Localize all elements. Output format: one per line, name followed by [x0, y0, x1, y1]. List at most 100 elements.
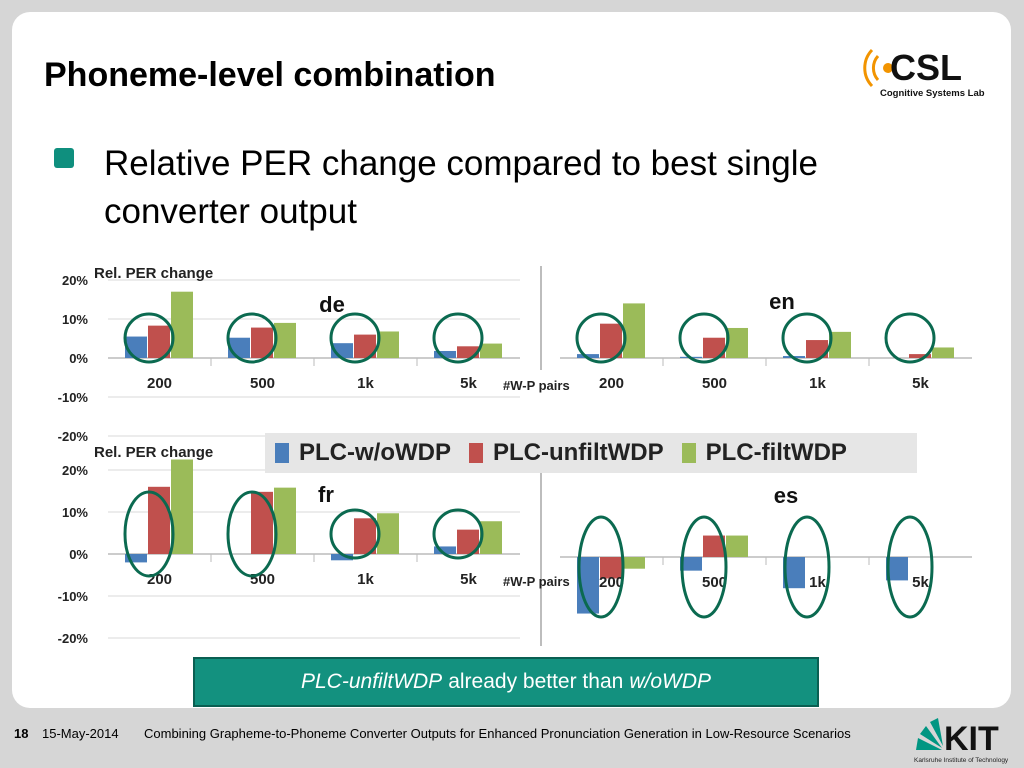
bar-PLC-unfiltWDP — [703, 535, 725, 557]
legend-item: PLC-unfiltWDP — [468, 439, 664, 467]
bar-PLC-filtWDP — [829, 331, 851, 358]
y-axis-label: Rel. PER change — [94, 444, 213, 461]
highlight-circle — [432, 312, 484, 364]
footer: 18 15-May-2014 Combining Grapheme-to-Pho… — [0, 718, 1024, 768]
legend-item: PLC-filtWDP — [681, 439, 847, 467]
highlight-circle — [783, 515, 831, 619]
bar-PLC-filtWDP — [480, 521, 502, 554]
signal-arc-outer — [863, 48, 874, 88]
bar-PLC-unfiltWDP — [600, 557, 622, 579]
callout-term-wowdp: w/oWDP — [629, 670, 711, 693]
y-tick-label: 0% — [69, 547, 88, 562]
y-tick-label: -10% — [58, 390, 89, 405]
x-tick-label: 500 — [702, 574, 727, 591]
legend-swatch — [468, 443, 483, 463]
bar-PLC-w/oWDP — [577, 557, 599, 614]
highlight-circle — [226, 490, 278, 578]
highlight-circle — [123, 490, 175, 578]
page-number: 18 — [14, 726, 29, 741]
y-tick-label: 0% — [69, 351, 88, 366]
x-tick-label: 500 — [702, 375, 727, 392]
bar-PLC-unfiltWDP — [148, 325, 170, 358]
csl-logo: CSL Cognitive Systems Lab — [863, 47, 985, 99]
kit-wordmark: KIT — [944, 720, 999, 758]
highlight-circle — [577, 515, 625, 619]
highlight-circle — [886, 515, 934, 619]
logo-wordmark: CSL — [890, 47, 962, 88]
bar-PLC-unfiltWDP — [354, 518, 376, 554]
highlight-circle — [884, 312, 936, 364]
x-tick-label: 5k — [460, 571, 477, 588]
callout-box: PLC-unfiltWDP already better than w/oWDP — [193, 657, 819, 707]
chart-title: de — [319, 292, 345, 317]
x-tick-label: 200 — [599, 574, 624, 591]
bullet-text: Relative PER change compared to best sin… — [104, 144, 819, 231]
x-tick-label: 5k — [912, 574, 929, 591]
callout-term-unfilt: PLC-unfiltWDP — [300, 670, 443, 693]
highlight-circle — [123, 312, 175, 364]
slide-background — [12, 12, 1011, 708]
x-tick-label: 5k — [460, 375, 477, 392]
highlight-circle — [329, 312, 381, 364]
y-tick-label: -20% — [58, 631, 89, 646]
x-axis-label: #W-P pairs — [503, 574, 570, 589]
x-tick-label: 1k — [809, 574, 826, 591]
footer-talk-title: Combining Grapheme-to-Phoneme Converter … — [144, 726, 851, 741]
y-tick-label: -20% — [58, 429, 89, 444]
chart-title: fr — [318, 482, 334, 507]
bar-PLC-filtWDP — [480, 343, 502, 358]
x-tick-label: 5k — [912, 375, 929, 392]
bullet-marker — [54, 148, 74, 168]
logo-subtitle: Cognitive Systems Lab — [880, 88, 985, 99]
bar-PLC-filtWDP — [377, 513, 399, 554]
x-tick-label: 1k — [357, 375, 374, 392]
kit-rays — [916, 718, 943, 750]
bar-PLC-unfiltWDP — [806, 340, 828, 358]
chart-legend: PLC-w/oWDP PLC-unfiltWDP PLC-filtWDP — [265, 433, 917, 473]
bar-PLC-unfiltWDP — [600, 323, 622, 358]
bar-PLC-unfiltWDP — [909, 354, 931, 358]
highlight-circle — [432, 508, 484, 560]
bar-PLC-filtWDP — [274, 487, 296, 554]
bar-PLC-filtWDP — [171, 291, 193, 358]
bar-PLC-filtWDP — [171, 459, 193, 554]
y-tick-label: -10% — [58, 589, 89, 604]
bar-PLC-w/oWDP — [331, 554, 353, 561]
y-tick-label: 20% — [62, 463, 88, 478]
x-axis-label: #W-P pairs — [503, 378, 570, 393]
legend-item: PLC-w/oWDP — [275, 439, 451, 467]
legend-label: PLC-w/oWDP — [299, 439, 451, 466]
bar-PLC-w/oWDP — [680, 557, 702, 571]
highlight-circle — [680, 515, 728, 619]
highlight-circle — [781, 312, 833, 364]
bar-PLC-filtWDP — [274, 322, 296, 358]
bar-PLC-unfiltWDP — [457, 346, 479, 358]
x-tick-label: 1k — [809, 375, 826, 392]
y-tick-label: 10% — [62, 505, 88, 520]
x-tick-label: 500 — [250, 375, 275, 392]
bar-PLC-w/oWDP — [783, 557, 805, 589]
callout-text: already better than — [448, 670, 624, 693]
bar-PLC-w/oWDP — [886, 557, 908, 581]
bar-PLC-filtWDP — [623, 303, 645, 358]
logo-dot — [883, 63, 893, 73]
slide-title: Phoneme-level combination — [44, 56, 496, 94]
chart-title: es — [774, 483, 798, 508]
bar-PLC-w/oWDP — [434, 546, 456, 554]
bar-PLC-unfiltWDP — [354, 334, 376, 358]
signal-arc-inner — [871, 55, 880, 81]
highlight-circle — [678, 312, 730, 364]
bar-PLC-w/oWDP — [434, 350, 456, 358]
highlight-circle — [575, 312, 627, 364]
kit-logo: KIT Karlsruhe Institute of Technology — [914, 718, 1009, 764]
legend-label: PLC-unfiltWDP — [492, 439, 664, 466]
x-tick-label: 200 — [599, 375, 624, 392]
highlight-circle — [329, 508, 381, 560]
bar-PLC-filtWDP — [932, 347, 954, 358]
bar-PLC-filtWDP — [726, 535, 748, 557]
bar-PLC-unfiltWDP — [251, 327, 273, 358]
chart-title: en — [769, 289, 795, 314]
footer-date: 15-May-2014 — [42, 726, 119, 741]
legend-label: PLC-filtWDP — [705, 439, 847, 466]
